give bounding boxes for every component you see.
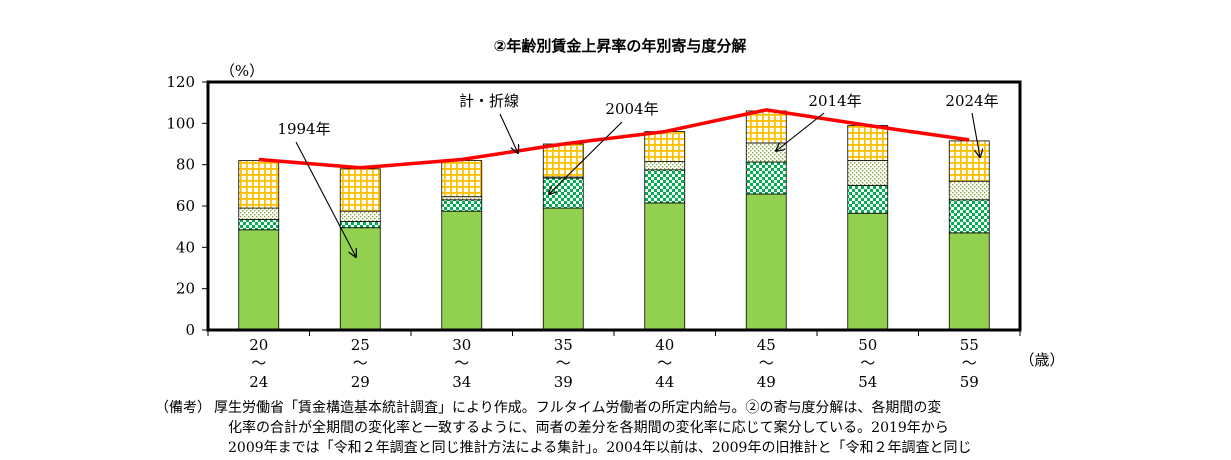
bar-segment-2-5 (745, 142, 787, 163)
x-label-sep-1: 〜 (353, 354, 368, 372)
y-tick-label-1: 20 (176, 280, 195, 298)
bar-segment-3-2 (441, 160, 483, 198)
bar-segment-1-7 (948, 199, 990, 234)
x-label-to-5: 49 (757, 373, 776, 391)
bar-segment-3-1 (339, 168, 381, 212)
x-label-sep-0: 〜 (251, 354, 266, 372)
annotation-arrow-2 (549, 121, 623, 194)
y-tick-label-2: 40 (176, 238, 195, 256)
x-label-from-3: 35 (554, 336, 573, 354)
annotation-label-3: 2014年 (808, 92, 861, 110)
annotations: 計・折線 1994年 2004年 2014年 2024年 (277, 92, 999, 257)
bar-segment-1-4 (644, 169, 686, 204)
x-label-from-0: 20 (249, 336, 268, 354)
x-label-to-1: 29 (351, 373, 370, 391)
y-tick-label-4: 80 (176, 156, 195, 174)
bar-segment-2-1 (339, 210, 381, 222)
x-label-from-5: 45 (757, 336, 776, 354)
total-line (258, 108, 970, 170)
annotation-label-4: 2024年 (945, 92, 998, 110)
bar-segment-2-4 (644, 161, 686, 171)
footnote-line-3: 2009年までは「令和２年調査と同じ推計方法による集計」。2004年以前は、20… (228, 440, 972, 456)
x-label-sep-7: 〜 (962, 354, 977, 372)
bar-segment-0-0 (238, 229, 280, 331)
bar-segment-3-6 (847, 125, 889, 161)
bar-segment-1-6 (847, 184, 889, 214)
y-tick-label-3: 60 (176, 197, 195, 215)
x-label-to-3: 39 (554, 373, 573, 391)
annotation-arrow-3 (776, 112, 825, 151)
x-label-to-4: 44 (655, 373, 674, 391)
bar-segment-2-7 (948, 180, 990, 201)
x-label-sep-6: 〜 (860, 354, 875, 372)
x-label-to-6: 54 (858, 373, 877, 391)
annotation-label-2: 2004年 (605, 100, 658, 118)
y-tick-label-0: 0 (185, 321, 195, 339)
x-label-from-1: 25 (351, 336, 370, 354)
chart-title: ②年齢別賃金上昇率の年別寄与度分解 (494, 37, 747, 55)
bar-segment-3-7 (948, 140, 990, 182)
bar-segment-0-6 (847, 212, 889, 331)
plot-frame (206, 80, 1022, 332)
bar-segment-3-0 (238, 160, 280, 209)
bar-segment-0-5 (745, 193, 787, 331)
bar-segment-3-5 (745, 110, 787, 144)
y-axis-ticks: 0 20 40 60 80 100 120 (166, 73, 208, 339)
x-label-sep-2: 〜 (454, 354, 469, 372)
x-label-sep-3: 〜 (556, 354, 571, 372)
bar-segment-0-1 (339, 227, 381, 331)
annotation-arrow-0 (499, 113, 518, 153)
bar-segment-2-6 (847, 160, 889, 186)
bar-segment-0-2 (441, 210, 483, 331)
bar-segment-3-4 (644, 131, 686, 162)
annotation-label-0: 計・折線 (459, 92, 519, 110)
y-tick-label-6: 120 (166, 73, 195, 91)
footnote-head: （備考） (155, 400, 211, 416)
bar-segment-1-3 (542, 177, 584, 209)
bar-segment-2-2 (441, 196, 483, 201)
footnote-line-1: 厚生労働省「賃金構造基本統計調査」により作成。フルタイム労働者の所定内給与。②の… (214, 400, 942, 416)
y-tick-label-5: 100 (166, 114, 195, 132)
bar-segment-1-1 (339, 221, 381, 229)
x-label-from-6: 50 (858, 336, 877, 354)
x-axis-label: （歳） (1019, 351, 1064, 369)
x-label-from-2: 30 (452, 336, 471, 354)
x-label-to-2: 34 (452, 373, 471, 391)
x-label-sep-4: 〜 (657, 354, 672, 372)
x-label-sep-5: 〜 (759, 354, 774, 372)
footnote-body: 厚生労働省「賃金構造基本統計調査」により作成。フルタイム労働者の所定内給与。②の… (214, 398, 1219, 458)
bar-segment-0-3 (542, 207, 584, 331)
annotation-label-1: 1994年 (277, 120, 330, 138)
bar-segment-1-5 (745, 161, 787, 195)
bar-segment-2-0 (238, 207, 280, 220)
x-label-from-7: 55 (960, 336, 979, 354)
bar-chart: ②年齢別賃金上昇率の年別寄与度分解 （%） （歳） 0 20 40 60 80 100 12… (166, 37, 1064, 391)
footnote-line-2: 化率の合計が全期間の変化率と一致するように、両者の差分を各期間の変化率に応じて案… (228, 420, 949, 436)
bar-segment-1-2 (441, 199, 483, 212)
x-label-to-7: 59 (960, 373, 979, 391)
bar-segment-0-7 (948, 232, 990, 331)
x-label-from-4: 40 (655, 336, 674, 354)
bar-stacks (238, 110, 990, 331)
x-label-to-0: 24 (249, 373, 268, 391)
bar-segment-0-4 (644, 202, 686, 331)
bar-segment-3-3 (542, 143, 584, 178)
annotation-arrow-4 (971, 112, 980, 157)
bar-segment-1-0 (238, 219, 280, 231)
annotation-arrow-1 (295, 141, 356, 257)
y-axis-label: （%） (220, 62, 264, 80)
